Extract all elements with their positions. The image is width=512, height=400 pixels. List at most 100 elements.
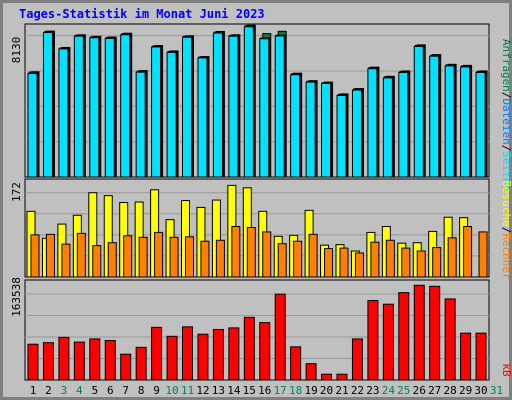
bar-kb — [475, 332, 487, 381]
bar-kb — [259, 322, 271, 381]
bar-hosts — [92, 245, 102, 278]
x-tick-label: 23 — [366, 384, 379, 397]
bar-pages — [336, 94, 347, 178]
bar-kb — [197, 333, 209, 381]
x-tick-label: 10 — [165, 384, 178, 397]
bar-pages — [89, 37, 100, 178]
bar-kb — [27, 343, 39, 381]
bar-pages — [305, 81, 316, 178]
bar-pages — [58, 48, 69, 178]
bar-kb — [104, 340, 116, 381]
bar-hosts — [200, 240, 210, 278]
bar-kb — [460, 332, 472, 381]
x-tick-label: 21 — [335, 384, 348, 397]
bar-kb — [321, 373, 333, 381]
bar-kb — [398, 292, 410, 381]
y-tick-kb: 163538 — [10, 277, 23, 317]
legend-requests: Anfragen — [500, 39, 512, 92]
requests-files-pages-bars — [27, 24, 488, 178]
legend-pages: Seiten — [500, 151, 512, 191]
bar-kb — [228, 327, 240, 381]
bar-hosts — [463, 226, 473, 278]
bar-pages — [120, 34, 131, 178]
panel-frame — [24, 279, 490, 381]
bar-kb — [382, 303, 394, 381]
x-tick-label: 3 — [61, 384, 68, 397]
bar-hosts — [401, 247, 411, 278]
bar-kb — [89, 338, 101, 381]
y-tick-requests: 8130 — [10, 37, 23, 64]
x-tick-label: 8 — [138, 384, 145, 397]
bar-kb — [182, 326, 193, 381]
panel-frames — [24, 23, 490, 381]
legend-kb-group: kB — [500, 363, 512, 377]
legend-requests-files-pages: Anfragen/Dateien/Seiten — [500, 39, 512, 191]
x-tick-label: 19 — [304, 384, 317, 397]
bar-pages — [351, 89, 362, 178]
bar-pages — [382, 77, 393, 178]
x-tick-label: 2 — [45, 384, 52, 397]
x-tick-label: 22 — [351, 384, 364, 397]
bar-hosts — [45, 233, 55, 278]
bar-pages — [413, 45, 424, 178]
bar-pages — [212, 32, 223, 178]
bar-hosts — [432, 247, 442, 278]
bar-kb — [367, 300, 379, 381]
y-tick-visits: 172 — [10, 182, 23, 202]
bar-pages — [151, 46, 162, 178]
x-tick-label: 20 — [320, 384, 333, 397]
bar-hosts — [447, 237, 457, 278]
kb-bars — [27, 284, 487, 381]
legend-hosts: Rechner — [500, 233, 512, 280]
panel-frame — [24, 178, 490, 278]
bar-hosts — [293, 240, 303, 278]
x-tick-label: 13 — [212, 384, 225, 397]
bar-pages — [166, 51, 177, 178]
bar-hosts — [385, 239, 395, 278]
bar-pages — [104, 37, 115, 178]
x-tick-label: 11 — [181, 384, 194, 397]
bar-kb — [444, 298, 456, 381]
bar-pages — [475, 72, 486, 178]
bar-pages — [444, 65, 455, 178]
bar-kb — [166, 335, 178, 381]
bar-pages — [197, 57, 208, 178]
bar-hosts — [354, 252, 364, 278]
bar-kb — [135, 346, 147, 381]
bar-pages — [135, 71, 146, 178]
bar-hosts — [277, 243, 287, 278]
bar-kb — [243, 316, 255, 381]
bar-kb — [290, 346, 302, 381]
bar-hosts — [246, 227, 256, 278]
x-tick-label: 4 — [76, 384, 83, 397]
bar-pages — [228, 35, 239, 178]
x-tick-label: 27 — [428, 384, 441, 397]
legend-visits-hosts: Besuche/Rechner — [500, 180, 512, 280]
bar-hosts — [478, 231, 488, 278]
legend-visits: Besuche — [500, 180, 512, 226]
bar-kb — [73, 341, 85, 381]
bar-pages — [73, 35, 84, 178]
bar-hosts — [76, 232, 86, 278]
panel-frame — [24, 23, 490, 178]
bar-kb — [120, 353, 132, 381]
bar-pages — [398, 72, 409, 178]
x-axis-day-labels: 1 2 3 4 5 6 7 8 9 10 11 12 13 14 15 16 17 18 19 20 21 22 23 24 2… — [30, 384, 503, 397]
bar-kb — [429, 285, 441, 381]
bar-hosts — [416, 250, 426, 278]
legend-separator: / — [500, 227, 512, 234]
bar-kb — [42, 342, 54, 381]
bar-hosts — [231, 226, 241, 278]
x-tick-label: 7 — [122, 384, 129, 397]
bar-pages — [321, 82, 332, 178]
x-tick-label: 15 — [243, 384, 256, 397]
x-tick-label: 26 — [413, 384, 426, 397]
legend-separator: / — [500, 145, 512, 152]
bar-hosts — [154, 231, 164, 278]
bar-hosts — [169, 236, 179, 278]
x-tick-label: 16 — [258, 384, 271, 397]
legend-separator: / — [500, 92, 512, 99]
bar-pages — [27, 73, 38, 178]
